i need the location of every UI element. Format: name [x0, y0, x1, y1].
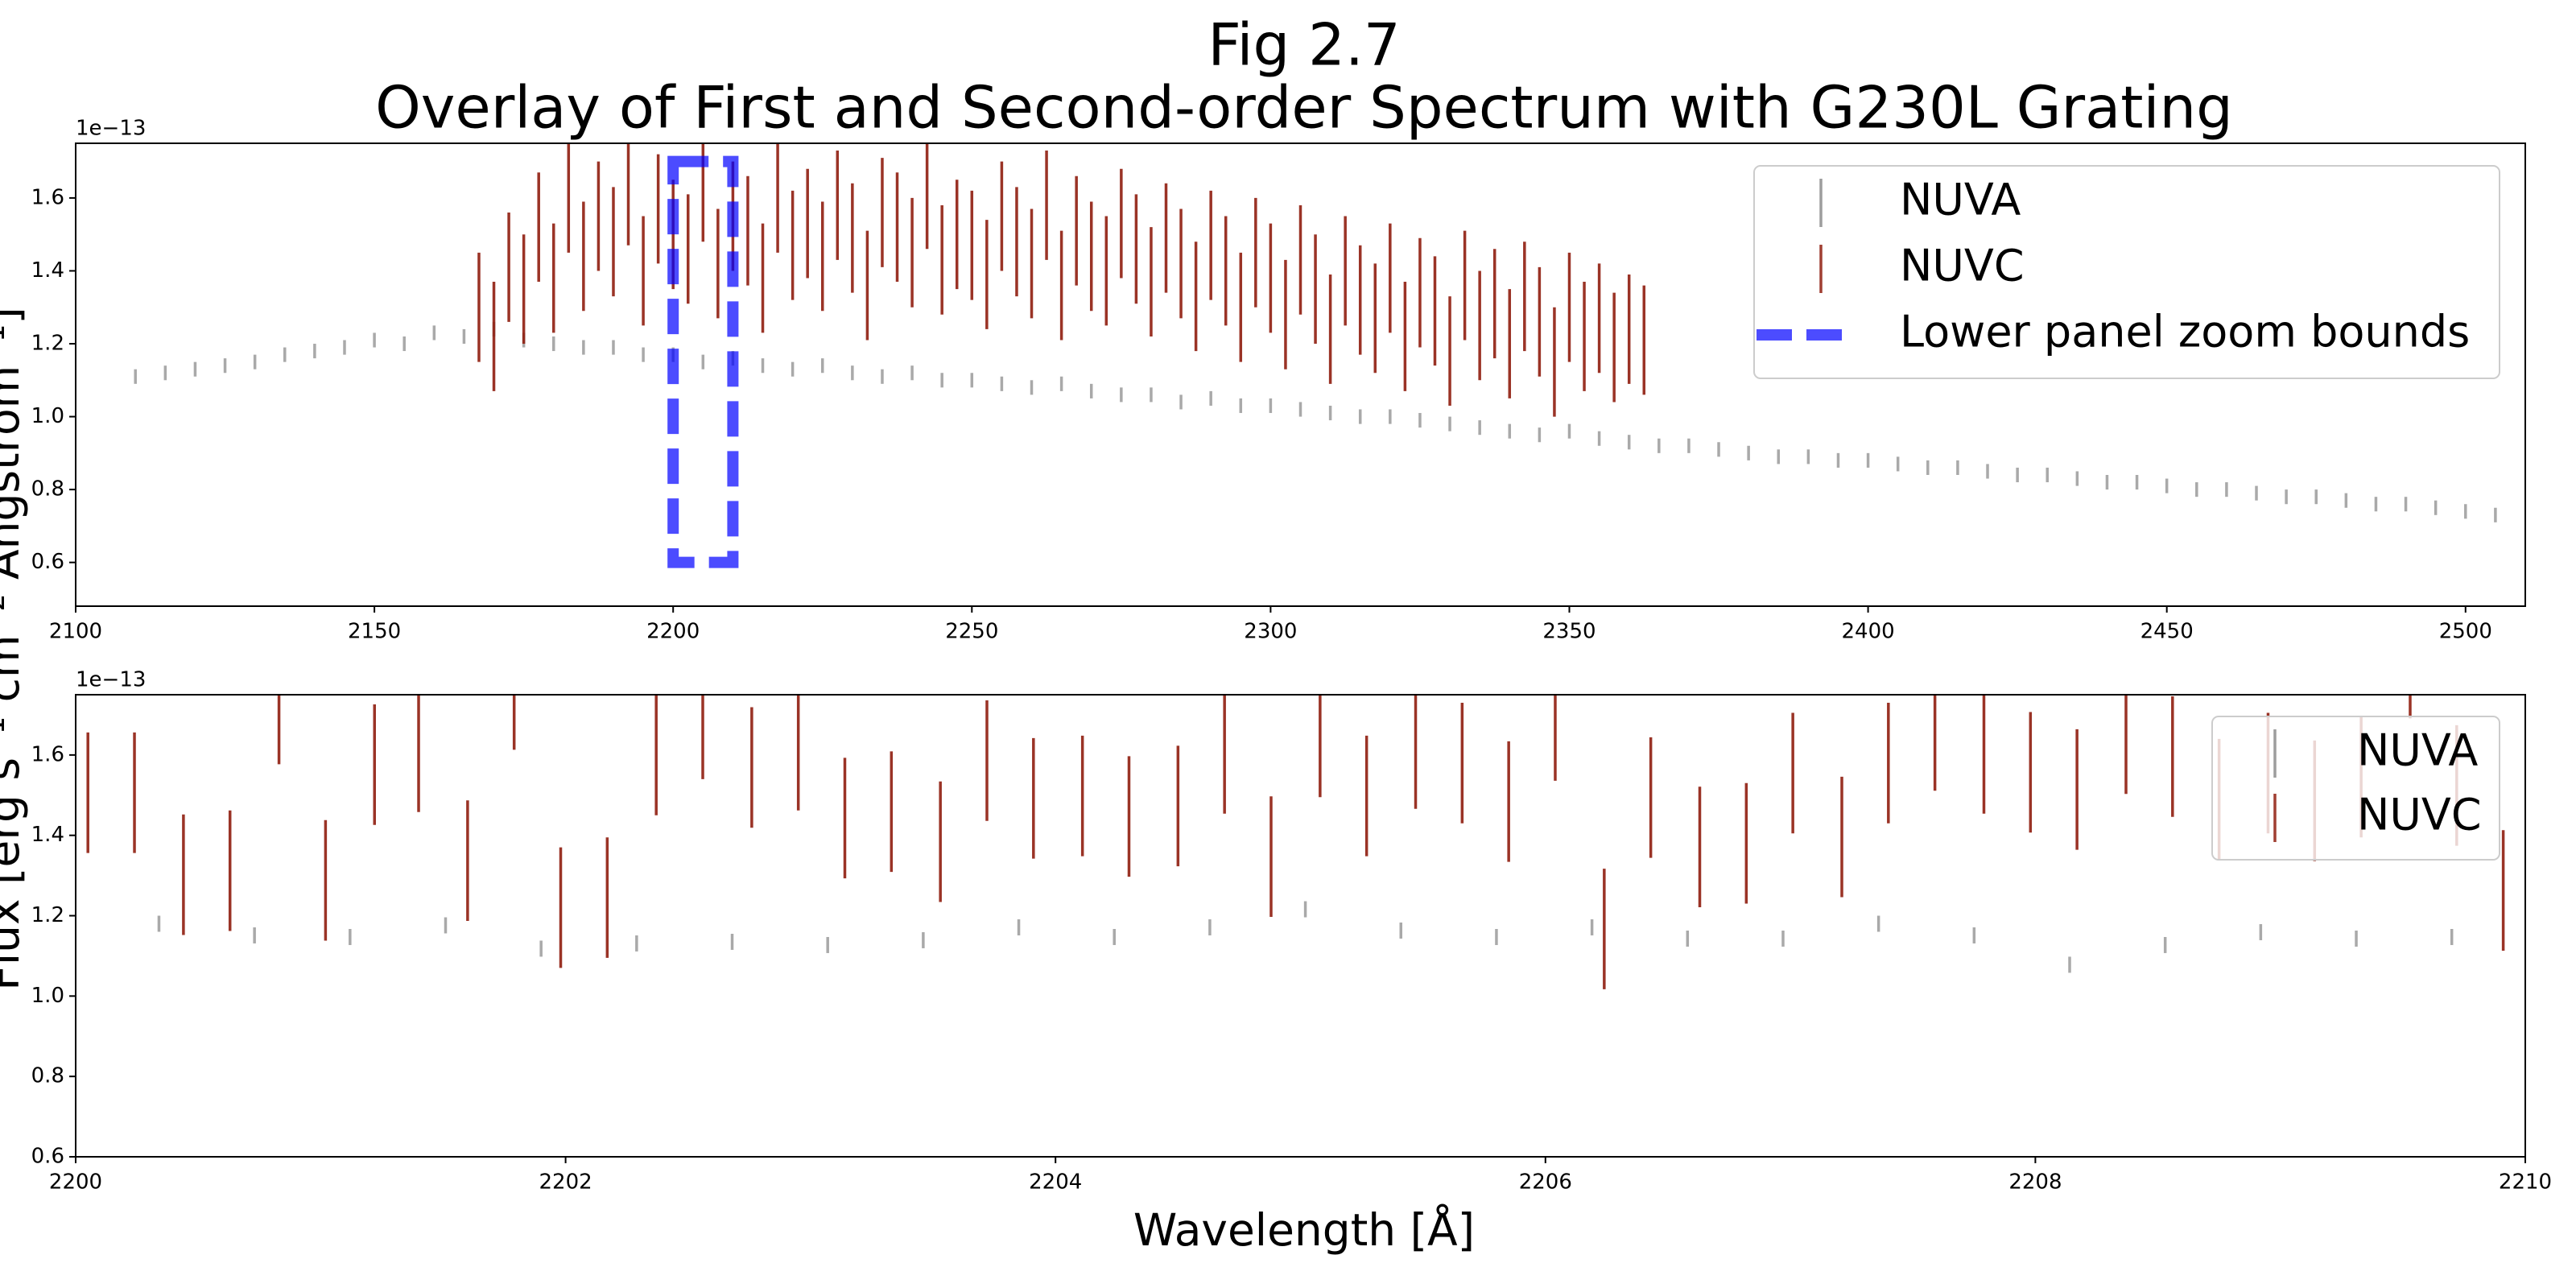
zoom-box [667, 155, 739, 568]
y-tick-label: 1.6 [31, 185, 64, 209]
x-tick-label: 2200 [49, 1170, 102, 1195]
x-axis-label: Wavelength [Å] [1133, 1203, 1475, 1256]
legend-box [2211, 716, 2500, 861]
x-tick-label: 2210 [2499, 1170, 2552, 1195]
y-offset-label: 1e−13 [76, 668, 146, 692]
x-tick-label: 2208 [2008, 1170, 2062, 1195]
y-tick-label: 0.6 [31, 1145, 64, 1169]
figure-subtitle: Overlay of First and Second-order Spectr… [375, 74, 2233, 142]
y-tick-label: 1.2 [31, 332, 64, 356]
x-tick-label: 2450 [2140, 620, 2194, 644]
y-tick-label: 1.0 [31, 404, 64, 428]
x-tick-label: 2350 [1542, 620, 1596, 644]
plot-area [86, 695, 2505, 989]
y-tick-label: 1.0 [31, 984, 64, 1008]
axes-background [76, 695, 2525, 1157]
legend-label: NUVC [2357, 790, 2482, 840]
x-tick-label: 2206 [1519, 1170, 1572, 1195]
axes-frame [75, 694, 2526, 1158]
plot-area [134, 143, 2497, 568]
legend-box [1753, 165, 2500, 379]
legend-label: Lower panel zoom bounds [1900, 307, 2470, 357]
x-tick-label: 2100 [49, 620, 102, 644]
legend-label: NUVA [1900, 175, 2021, 225]
y-axis-label: Flux [erg s⁻¹ cm⁻² Angstrom⁻¹] [0, 307, 29, 991]
legend-label: NUVC [1900, 241, 2025, 291]
y-tick-label: 1.4 [31, 258, 64, 283]
y-tick-label: 0.8 [31, 1064, 64, 1088]
x-tick-label: 2400 [1841, 620, 1894, 644]
x-tick-label: 2300 [1244, 620, 1297, 644]
y-tick-label: 0.8 [31, 477, 64, 502]
x-tick-label: 2250 [945, 620, 998, 644]
x-tick-label: 2150 [348, 620, 401, 644]
x-tick-label: 2204 [1029, 1170, 1082, 1195]
x-tick-label: 2202 [539, 1170, 592, 1195]
legend-label: NUVA [2357, 725, 2478, 776]
y-tick-label: 1.4 [31, 823, 64, 847]
y-offset-label: 1e−13 [76, 117, 146, 141]
y-tick-label: 1.6 [31, 742, 64, 766]
axes-frame [75, 142, 2526, 607]
figure-title: Fig 2.7 [1208, 11, 1400, 79]
y-tick-label: 1.2 [31, 903, 64, 927]
x-tick-label: 2500 [2439, 620, 2492, 644]
x-tick-label: 2200 [646, 620, 700, 644]
y-tick-label: 0.6 [31, 550, 64, 574]
